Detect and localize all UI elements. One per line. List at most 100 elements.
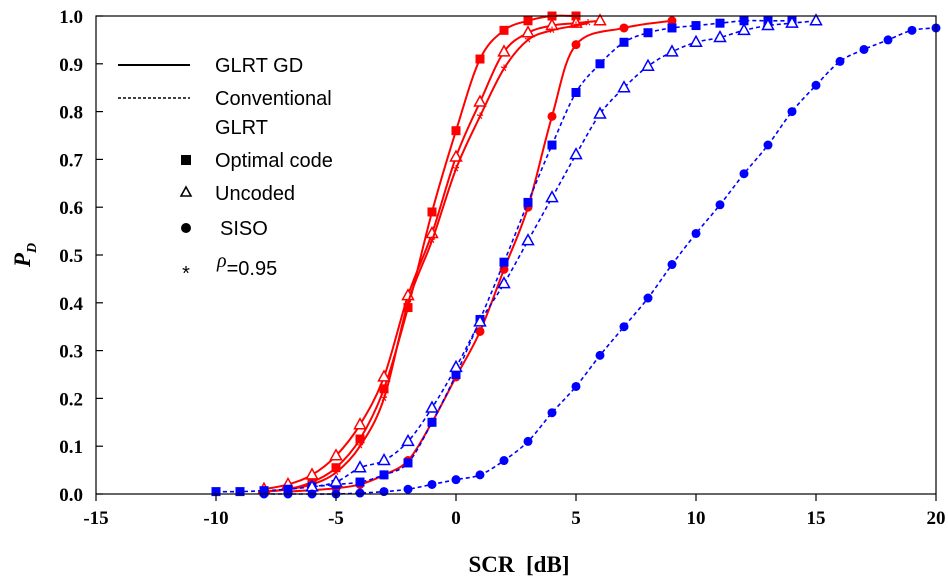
data-point-square [427,207,437,217]
series-conventional-glrt-uncoded [305,13,823,492]
x-tick-label: -15 [83,508,108,529]
x-tick-label: 0 [451,508,461,529]
legend-square-marker [181,155,191,165]
data-point-circle [571,381,581,391]
legend-rho-value: =0.95 [227,258,278,280]
data-point-square [451,126,461,136]
data-point-circle [547,408,557,418]
data-point-circle [451,475,461,485]
data-point-circle [571,40,581,50]
data-point-square [691,21,701,31]
data-point-square [523,197,533,207]
y-tick-label: 0.0 [59,485,83,506]
data-point-triangle [713,29,727,43]
data-point-triangle [521,233,535,246]
y-tick-label: 1.0 [59,7,83,28]
data-point-square [619,37,629,47]
x-tick-label: 10 [687,508,706,529]
data-point-square [499,25,509,35]
data-point-triangle [689,34,703,48]
x-tick-label: 20 [927,508,946,529]
data-point-triangle [761,18,775,31]
series-conventional-glrt-siso [259,23,941,499]
data-point-square [523,16,533,26]
data-point-triangle [593,13,607,26]
data-point-square [379,470,389,480]
data-point-star: * [500,62,507,82]
data-point-star: * [380,391,387,411]
series-line [263,22,589,493]
data-point-square [571,87,581,97]
legend-triangle-marker [179,185,193,197]
data-point-triangle [425,400,439,413]
y-axis-title: PD [10,243,40,268]
data-point-circle [643,293,653,303]
ticks-layer [95,15,937,501]
series-line [311,19,817,488]
data-point-circle [787,107,797,117]
legend-label-conventional: Conventional [215,88,332,110]
y-tick-label: 0.6 [59,198,83,219]
y-tick-label: 0.4 [59,294,83,315]
data-point-triangle [545,190,559,203]
data-point-square [451,370,461,379]
data-point-triangle [473,314,487,327]
y-tick-label: 0.5 [59,246,83,267]
data-point-triangle [785,15,799,28]
data-point-square [403,458,413,468]
data-point-square [715,18,725,28]
data-point-star: * [572,19,579,39]
data-point-triangle [641,58,655,71]
data-point-square [403,303,413,313]
data-point-triangle [377,452,391,466]
data-point-circle [499,456,509,466]
legend-label-glrt-gd: GLRT GD [215,55,303,77]
legend: GLRT GD Conventional GLRT Optimal code U… [118,55,333,285]
data-point-circle [715,200,725,210]
data-point-circle [811,80,821,90]
data-point-circle [403,484,413,494]
data-point-circle [859,44,869,54]
data-point-square [739,16,749,26]
data-point-triangle [401,433,415,447]
data-point-triangle [665,44,679,57]
y-tick-label: 0.2 [59,389,83,410]
data-point-circle [547,111,557,121]
data-point-circle [907,25,917,35]
data-point-triangle [305,467,319,480]
data-point-triangle [569,147,583,160]
data-point-square [355,477,365,487]
data-point-square [475,54,485,64]
data-point-square [283,484,293,494]
data-point-circle [379,487,389,497]
legend-label-siso: SISO [220,218,268,240]
data-point-star: * [548,23,555,43]
y-axis-title-main: P [10,252,35,268]
series-glrt-gd-siso [283,16,677,497]
x-axis-title: SCR [dB] [469,552,570,577]
data-point-star: * [524,33,531,53]
series-glrt-gd-optimal-code [259,11,581,497]
data-point-triangle [737,22,751,36]
data-point-circle [763,140,773,150]
data-point-triangle [353,460,367,473]
legend-rho-symbol: ρ [216,250,227,272]
data-point-circle [427,479,437,489]
data-point-triangle [497,44,511,57]
data-point-circle [475,326,485,336]
y-tick-label: 0.8 [59,103,83,124]
data-point-square [331,463,341,473]
data-point-star: * [476,109,483,129]
data-point-square [595,59,605,69]
legend-circle-marker [181,223,191,233]
data-point-star: * [584,16,591,36]
legend-label-rho: ρ=0.95 [216,250,277,280]
series-layer: *************** [211,11,941,505]
y-tick-label: 0.7 [59,150,83,171]
tick-labels-layer: -15 -10 -5 0 5 10 15 20 0.0 0.1 0.2 0.3 0.4 0.5 0.6 0.7… [59,7,945,529]
data-point-triangle [329,474,343,487]
data-point-triangle [617,80,631,93]
data-point-circle [619,322,629,332]
data-point-triangle [809,13,823,26]
